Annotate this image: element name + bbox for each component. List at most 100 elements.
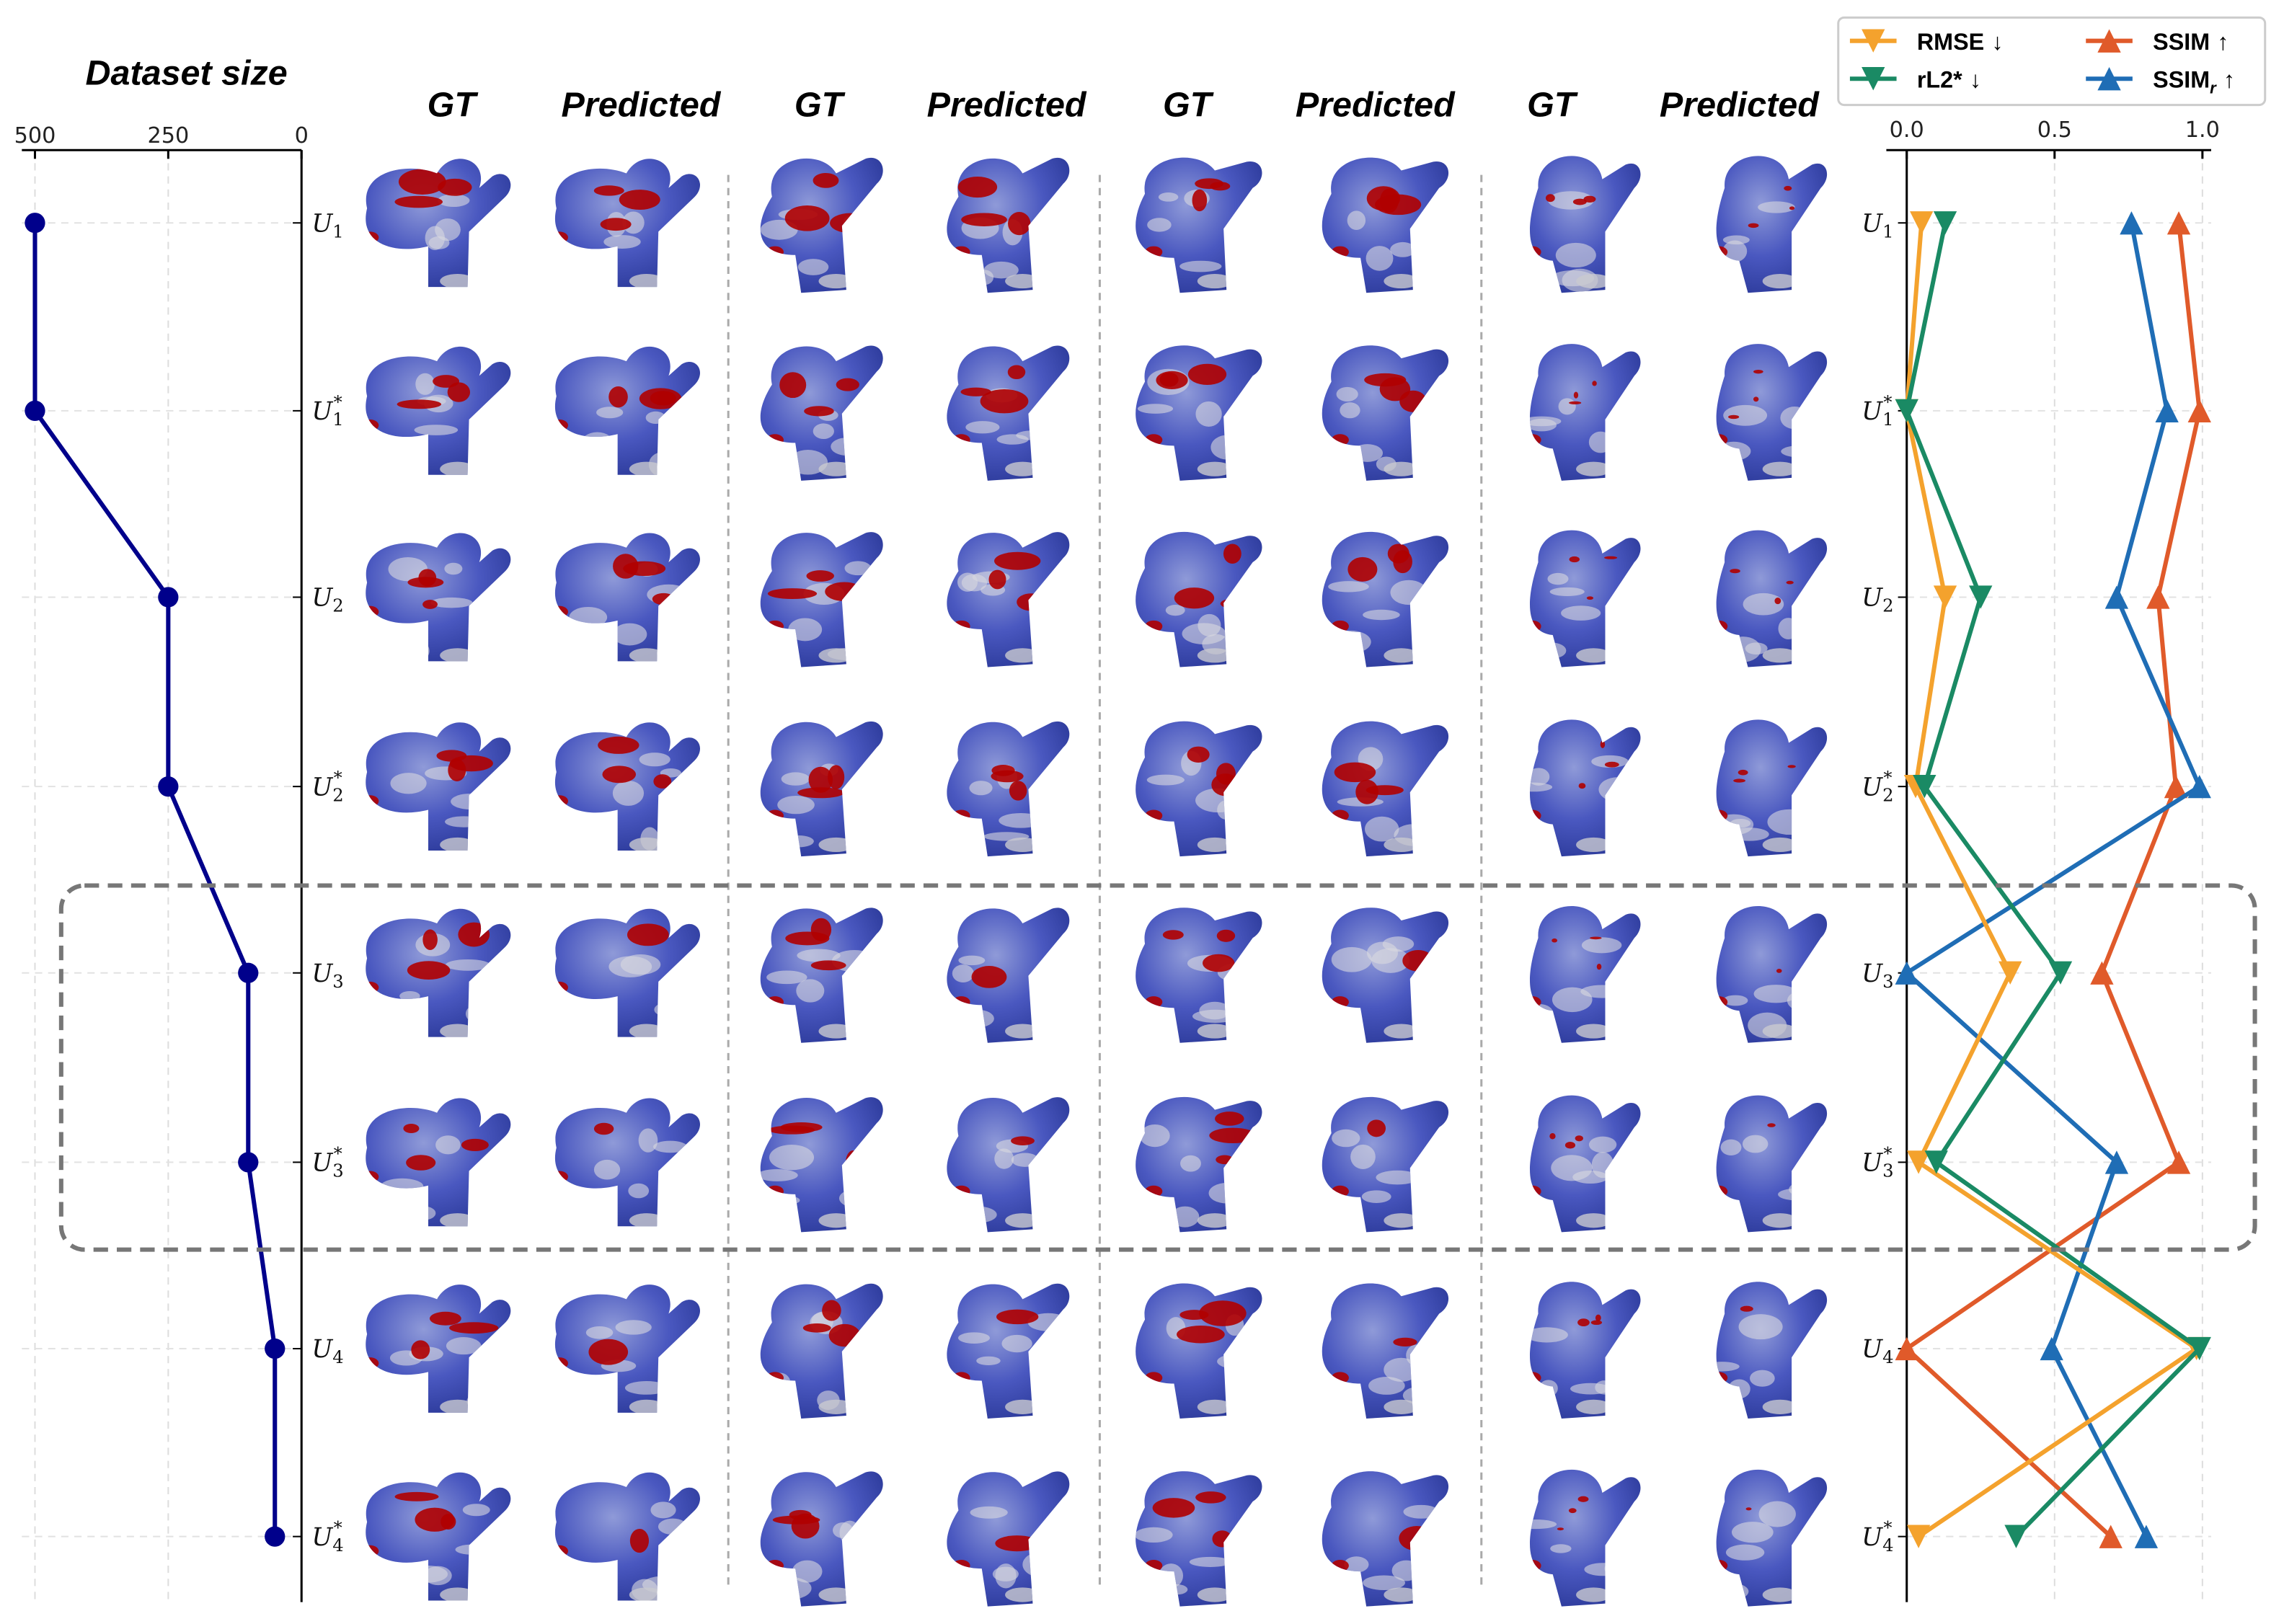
render-grid: [366, 156, 1828, 1607]
legend-label: RMSE ↓: [1917, 29, 2004, 55]
surface-render-predicted: [947, 908, 1070, 1043]
surface-render-gt: [1136, 1096, 1262, 1233]
row-label: U1*: [311, 391, 343, 430]
series-point-RMSE: [1906, 1150, 1931, 1174]
surface-render-gt: [760, 908, 883, 1043]
surface-render-predicted: [1322, 531, 1449, 667]
surface-render-predicted: [554, 908, 700, 1037]
series-point-RMSE: [1906, 1525, 1931, 1548]
surface-render-gt: [1529, 344, 1641, 481]
series-line-rL2: [1904, 222, 2203, 1538]
row-label: U2*: [1862, 767, 1893, 805]
column-header: Predicted: [927, 86, 1087, 125]
column-header: GT: [1163, 86, 1215, 125]
legend-item: rL2* ↓: [1849, 66, 1981, 92]
surface-render-gt: [760, 1283, 883, 1419]
series-line-RMSE: [1904, 223, 2201, 1539]
surface-render-gt: [1136, 157, 1262, 293]
surface-render-gt: [366, 1284, 511, 1413]
tick-label: 0.5: [2037, 117, 2072, 143]
surface-render-predicted: [554, 1472, 700, 1601]
surface-render-predicted: [1322, 908, 1449, 1043]
surface-render-predicted: [554, 159, 700, 288]
surface-render-gt: [366, 722, 511, 851]
legend-item: RMSE ↓: [1849, 29, 2004, 55]
surface-render-gt: [1529, 1469, 1641, 1607]
series-point-SSIMr: [2187, 774, 2211, 799]
surface-render-predicted: [554, 722, 700, 851]
series-point-rL2: [1913, 774, 1936, 799]
legend-label: rL2* ↓: [1917, 66, 1981, 92]
series-point-SSIM: [1895, 1336, 1918, 1361]
surface-render-predicted: [947, 1283, 1070, 1419]
surface-render-predicted: [1716, 905, 1828, 1043]
row-label: U4*: [311, 1517, 343, 1556]
surface-render-gt: [1529, 156, 1641, 293]
legend-item: SSIMr ↑: [2086, 66, 2235, 97]
series-point-SSIMr: [2104, 585, 2129, 609]
surface-render-gt: [366, 159, 511, 288]
surface-render-predicted: [554, 1284, 700, 1413]
surface-render-gt: [366, 1472, 511, 1601]
series-point-SSIM: [2164, 774, 2188, 799]
surface-render-predicted: [947, 1097, 1070, 1233]
surface-render-predicted: [947, 157, 1070, 293]
surface-render-predicted: [947, 721, 1070, 857]
series-point-RMSE: [1933, 585, 1957, 609]
surface-render-predicted: [1322, 1283, 1449, 1419]
surface-render-gt: [1136, 1283, 1262, 1419]
row-label: U1*: [1862, 391, 1893, 430]
dataset-size-point: [158, 776, 179, 797]
surface-render-predicted: [1716, 156, 1828, 293]
column-header: Predicted: [1296, 86, 1456, 125]
legend-marker-icon: [1862, 67, 1885, 91]
dataset-size-point: [158, 587, 179, 608]
legend-marker-icon: [1862, 29, 1885, 53]
tick-label: 250: [147, 123, 189, 148]
dataset-size-point: [265, 1526, 286, 1547]
row-label: U2*: [311, 767, 343, 805]
row-label: U3*: [1862, 1142, 1893, 1181]
series-point-SSIM: [2187, 399, 2211, 423]
tick-label: 0: [295, 123, 309, 148]
series-point-SSIMr: [2134, 1525, 2159, 1548]
surface-render-gt: [1136, 1471, 1262, 1607]
column-header: GT: [428, 86, 479, 125]
legend-marker-icon: [2097, 29, 2121, 53]
column-header: Predicted: [562, 86, 722, 125]
surface-render-gt: [1529, 530, 1641, 667]
row-label: U4*: [1862, 1517, 1893, 1556]
legend-item: SSIM ↑: [2086, 29, 2228, 55]
series-point-rL2: [2187, 1336, 2211, 1361]
surface-render-gt: [1529, 719, 1641, 857]
column-headers: GT Predicted GT Predicted GT Predicted GT Predi…: [428, 86, 1820, 125]
surface-render-predicted: [554, 1098, 700, 1227]
series-point-rL2: [2048, 961, 2073, 985]
tick-label: 500: [14, 123, 56, 148]
surface-render-predicted: [1716, 1282, 1828, 1419]
surface-render-predicted: [947, 532, 1070, 667]
surface-render-predicted: [1322, 1096, 1449, 1233]
series-point-SSIMr: [2040, 1336, 2063, 1361]
surface-render-predicted: [1322, 157, 1449, 293]
surface-render-gt: [366, 908, 511, 1037]
dataset-size-point: [265, 1338, 286, 1359]
surface-render-predicted: [1716, 1095, 1828, 1233]
series-point-SSIM: [2166, 211, 2191, 235]
highlight-box: [58, 883, 2257, 1252]
row-label: U2: [311, 584, 343, 616]
surface-render-gt: [366, 346, 511, 475]
row-label: U3*: [311, 1142, 343, 1181]
series-point-SSIMr: [2120, 211, 2143, 235]
surface-render-predicted: [947, 1471, 1070, 1607]
surface-render-predicted: [1322, 721, 1449, 857]
series-point-RMSE: [1998, 961, 2022, 985]
legend-marker-icon: [2097, 67, 2121, 91]
surface-render-gt: [1136, 908, 1262, 1043]
series-point-SSIMr: [1895, 961, 1918, 985]
surface-render-gt: [1529, 905, 1641, 1043]
dataset-size-point: [25, 213, 45, 234]
dataset-size-point: [25, 400, 45, 422]
row-label: U4: [311, 1335, 343, 1367]
